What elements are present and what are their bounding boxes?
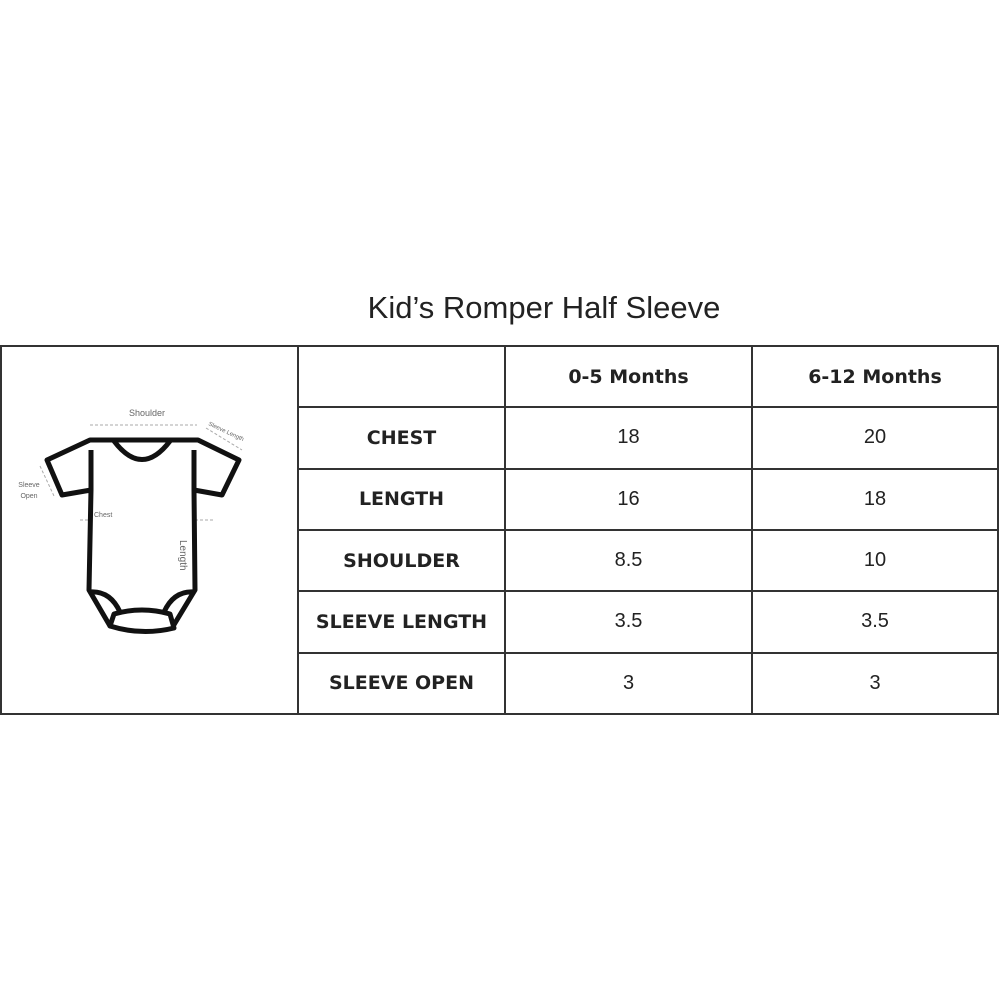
cell: 16 — [504, 467, 753, 531]
cell: 3.5 — [751, 590, 999, 654]
row-label: LENGTH — [297, 467, 506, 531]
shoulder-label: Shoulder — [129, 408, 165, 418]
row-label: SLEEVE LENGTH — [297, 590, 506, 654]
chart-title: Kid’s Romper Half Sleeve — [367, 290, 721, 325]
sleeve-open-label: Sleeve — [18, 482, 40, 489]
table-row: LENGTH 16 18 — [1, 467, 999, 531]
cell: 18 — [504, 406, 753, 470]
header-0-5-months: 0-5 Months — [504, 344, 753, 409]
table-row: CHEST 18 20 — [1, 406, 999, 470]
cell: 3 — [504, 651, 753, 716]
sleeve-open-label-2: Open — [20, 493, 37, 500]
cell: 18 — [751, 467, 999, 531]
cell: 20 — [751, 406, 999, 470]
header-6-12-months: 6-12 Months — [751, 344, 999, 409]
length-label: Length — [177, 540, 188, 571]
cell: 3.5 — [504, 590, 753, 654]
romper-diagram: Shoulder Sleeve Length Sleeve Open Chest… — [0, 345, 299, 715]
header-row: Shoulder Sleeve Length Sleeve Open Chest… — [0, 344, 999, 715]
table-row: SLEEVE OPEN 3 3 — [1, 651, 999, 716]
row-label: CHEST — [297, 406, 506, 470]
cell: 3 — [751, 651, 999, 716]
size-table: Shoulder Sleeve Length Sleeve Open Chest… — [0, 344, 999, 716]
chest-label: Chest — [94, 512, 112, 519]
row-label: SLEEVE OPEN — [297, 651, 506, 716]
cell: 10 — [751, 528, 999, 593]
cell: 8.5 — [504, 528, 753, 593]
row-label: SHOULDER — [297, 528, 506, 593]
table-row: SLEEVE LENGTH 3.5 3.5 — [1, 590, 999, 654]
header-empty — [297, 344, 506, 409]
table-row: SHOULDER 8.5 10 — [1, 528, 999, 593]
